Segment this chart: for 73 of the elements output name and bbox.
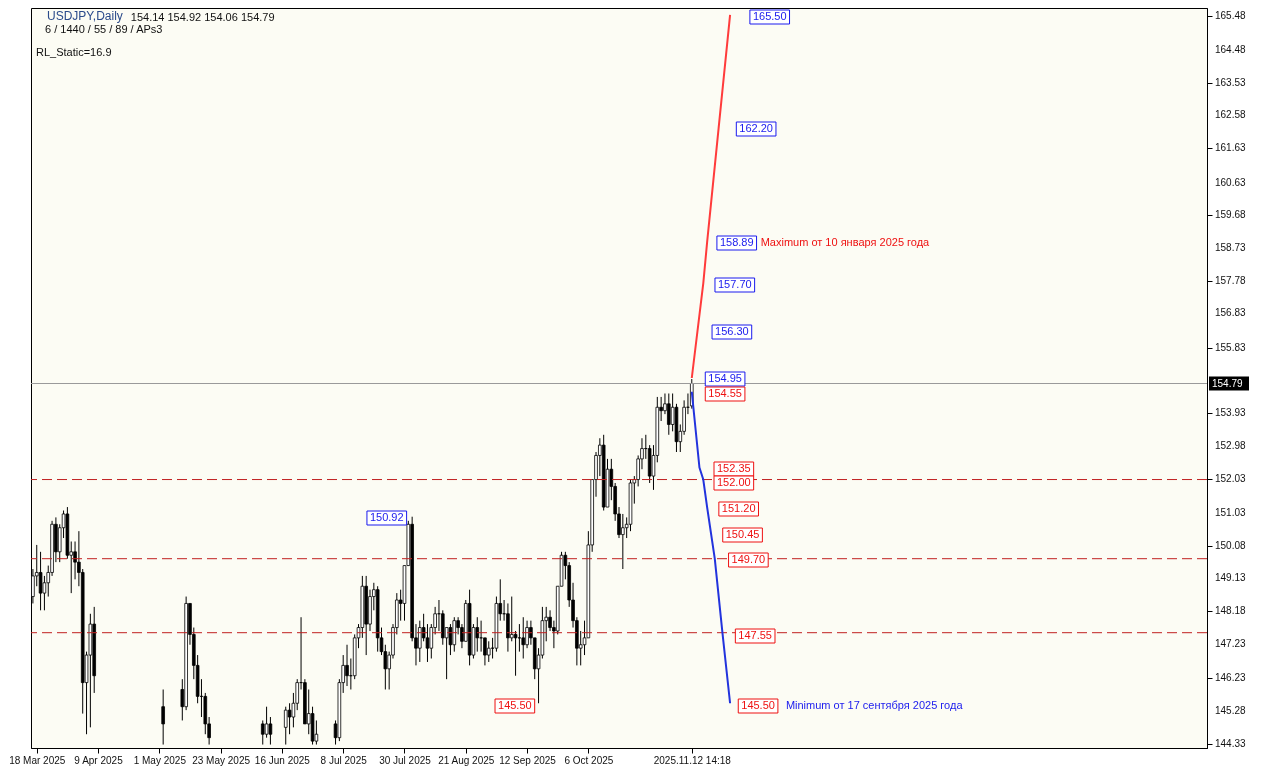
y-tick-label: 155.83	[1215, 341, 1247, 353]
annotation: Maximum от 10 января 2025 года	[760, 236, 931, 248]
y-tick-label: 162.58	[1215, 109, 1247, 121]
chart-subtitle: 154.14 154.92 154.06 154.79	[130, 11, 275, 23]
candlestick	[621, 513, 625, 570]
x-tick-label: 8 Jul 2025	[320, 754, 368, 766]
y-tick-label: 146.23	[1215, 672, 1247, 684]
ref-line-label: 154.79	[1212, 377, 1244, 389]
candlestick	[475, 616, 480, 653]
y-tick-label: 157.78	[1215, 274, 1247, 286]
x-tick-label: 2025.11.12 14:18	[653, 754, 732, 766]
annotation: 149.70	[731, 553, 766, 565]
candlestick	[264, 706, 269, 739]
y-tick-label: 159.68	[1215, 209, 1247, 221]
y-tick-label: 147.23	[1215, 637, 1247, 649]
annotation: 158.89	[719, 236, 754, 248]
candlestick	[667, 392, 671, 436]
y-tick-label: 164.48	[1215, 43, 1247, 55]
candlestick	[161, 688, 165, 746]
annotation: 150.45	[725, 528, 760, 540]
annotation: 154.95	[708, 372, 742, 384]
y-tick-label: 148.18	[1215, 605, 1247, 617]
annotation: 147.55	[738, 629, 772, 641]
x-tick-label: 9 Apr 2025	[74, 754, 124, 766]
y-tick-label: 152.03	[1215, 472, 1247, 484]
candlestick	[509, 596, 514, 642]
annotation: 152.35	[717, 462, 751, 474]
chart-title: USDJPY,Daily	[47, 9, 123, 23]
candlestick	[260, 719, 265, 746]
x-tick-label: 21 Aug 2025	[438, 754, 495, 766]
y-tick-label: 144.33	[1215, 737, 1247, 749]
y-tick-label: 149.13	[1215, 572, 1247, 584]
candlestick	[345, 644, 349, 687]
y-tick-label: 163.53	[1215, 76, 1247, 88]
y-tick-label: 165.48	[1215, 9, 1247, 21]
y-tick-label: 161.63	[1215, 142, 1247, 154]
annotation: 151.20	[721, 502, 756, 514]
y-tick-label: 156.83	[1215, 307, 1247, 319]
candlestick	[42, 575, 47, 611]
annotation: 150.92	[369, 511, 404, 523]
candlestick	[521, 616, 526, 660]
candlestick	[479, 620, 483, 653]
candlestick	[517, 623, 522, 653]
annotation: 165.50	[752, 10, 787, 22]
y-tick-label: 158.73	[1215, 241, 1247, 253]
y-tick-label: 153.93	[1215, 407, 1247, 419]
candlestick	[287, 702, 292, 735]
candlestick	[283, 706, 288, 746]
y-tick-label: 150.08	[1215, 539, 1247, 551]
candlestick	[268, 716, 273, 746]
y-tick-label: 160.63	[1215, 176, 1247, 188]
annotation: Minimum от 17 сентября 2025 года	[785, 699, 964, 711]
annotation: 162.20	[739, 122, 773, 134]
annotation: 152.00	[717, 476, 751, 488]
x-tick-label: 1 May 2025	[133, 754, 187, 766]
annotation: 145.50	[498, 699, 532, 711]
annotation: 156.30	[715, 325, 749, 337]
annotation: 154.55	[708, 387, 742, 399]
x-tick-label: 23 May 2025	[192, 754, 251, 766]
annotation: 145.50	[741, 699, 775, 711]
y-tick-label: 152.98	[1215, 439, 1247, 451]
annotation: 157.70	[717, 278, 752, 290]
annotation: RL_Static=16.9	[36, 46, 112, 58]
x-tick-label: 30 Jul 2025	[379, 754, 432, 766]
candlestick	[38, 551, 43, 611]
x-tick-label: 12 Sep 2025	[499, 754, 557, 766]
y-tick-label: 151.03	[1215, 506, 1247, 518]
annotation: 6 / 1440 / 55 / 89 / APs3	[45, 23, 163, 35]
candlestick	[486, 640, 491, 663]
y-tick-label: 145.28	[1215, 704, 1247, 716]
x-tick-label: 16 Jun 2025	[254, 754, 311, 766]
x-tick-label: 18 Mar 2025	[9, 754, 66, 766]
x-tick-label: 6 Oct 2025	[564, 754, 614, 766]
